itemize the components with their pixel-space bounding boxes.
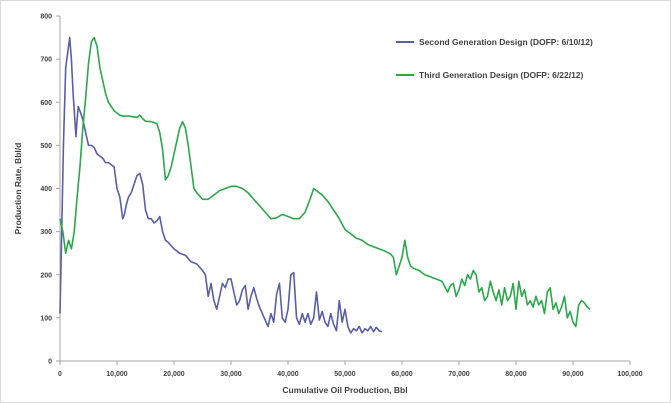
x-tick-label: 70,000 [448,371,470,378]
series-line-third-generation [59,36,591,328]
x-tick-label: 100,000 [617,371,642,378]
x-tick-label: 80,000 [505,371,527,378]
x-tick-label: 10,000 [106,371,128,378]
series-line-second-generation [59,36,383,334]
legend-label-third-generation: Third Generation Design (DOFP: 6/22/12) [419,70,584,80]
y-tick-label: 0 [48,359,52,366]
x-tick-label: 0 [58,371,62,378]
legend: Second Generation Design (DOFP: 6/10/12)… [396,37,593,80]
x-tick-label: 30,000 [220,371,242,378]
x-tick-label: 60,000 [391,371,413,378]
x-tick-label: 20,000 [163,371,185,378]
x-tick-label: 50,000 [334,371,356,378]
y-tick-label: 100 [40,315,52,322]
x-tick-label: 40,000 [277,371,299,378]
y-tick-label: 300 [40,229,52,236]
x-axis-title: Cumulative Oil Production, Bbl [282,385,407,395]
y-axis-title: Production Rate, Bbl/d [13,143,23,235]
x-tick-label: 90,000 [562,371,584,378]
y-tick-label: 500 [40,143,52,150]
y-tick-label: 800 [40,14,52,21]
y-tick-label: 400 [40,186,52,193]
y-tick-label: 700 [40,57,52,64]
legend-label-second-generation: Second Generation Design (DOFP: 6/10/12) [419,37,593,47]
y-tick-label: 600 [40,100,52,107]
series-layer [59,36,591,334]
y-tick-label: 200 [40,272,52,279]
axes-layer: 0 100 200 300 400 500 600 700 800 0 10,000 20,000 30… [40,14,642,379]
